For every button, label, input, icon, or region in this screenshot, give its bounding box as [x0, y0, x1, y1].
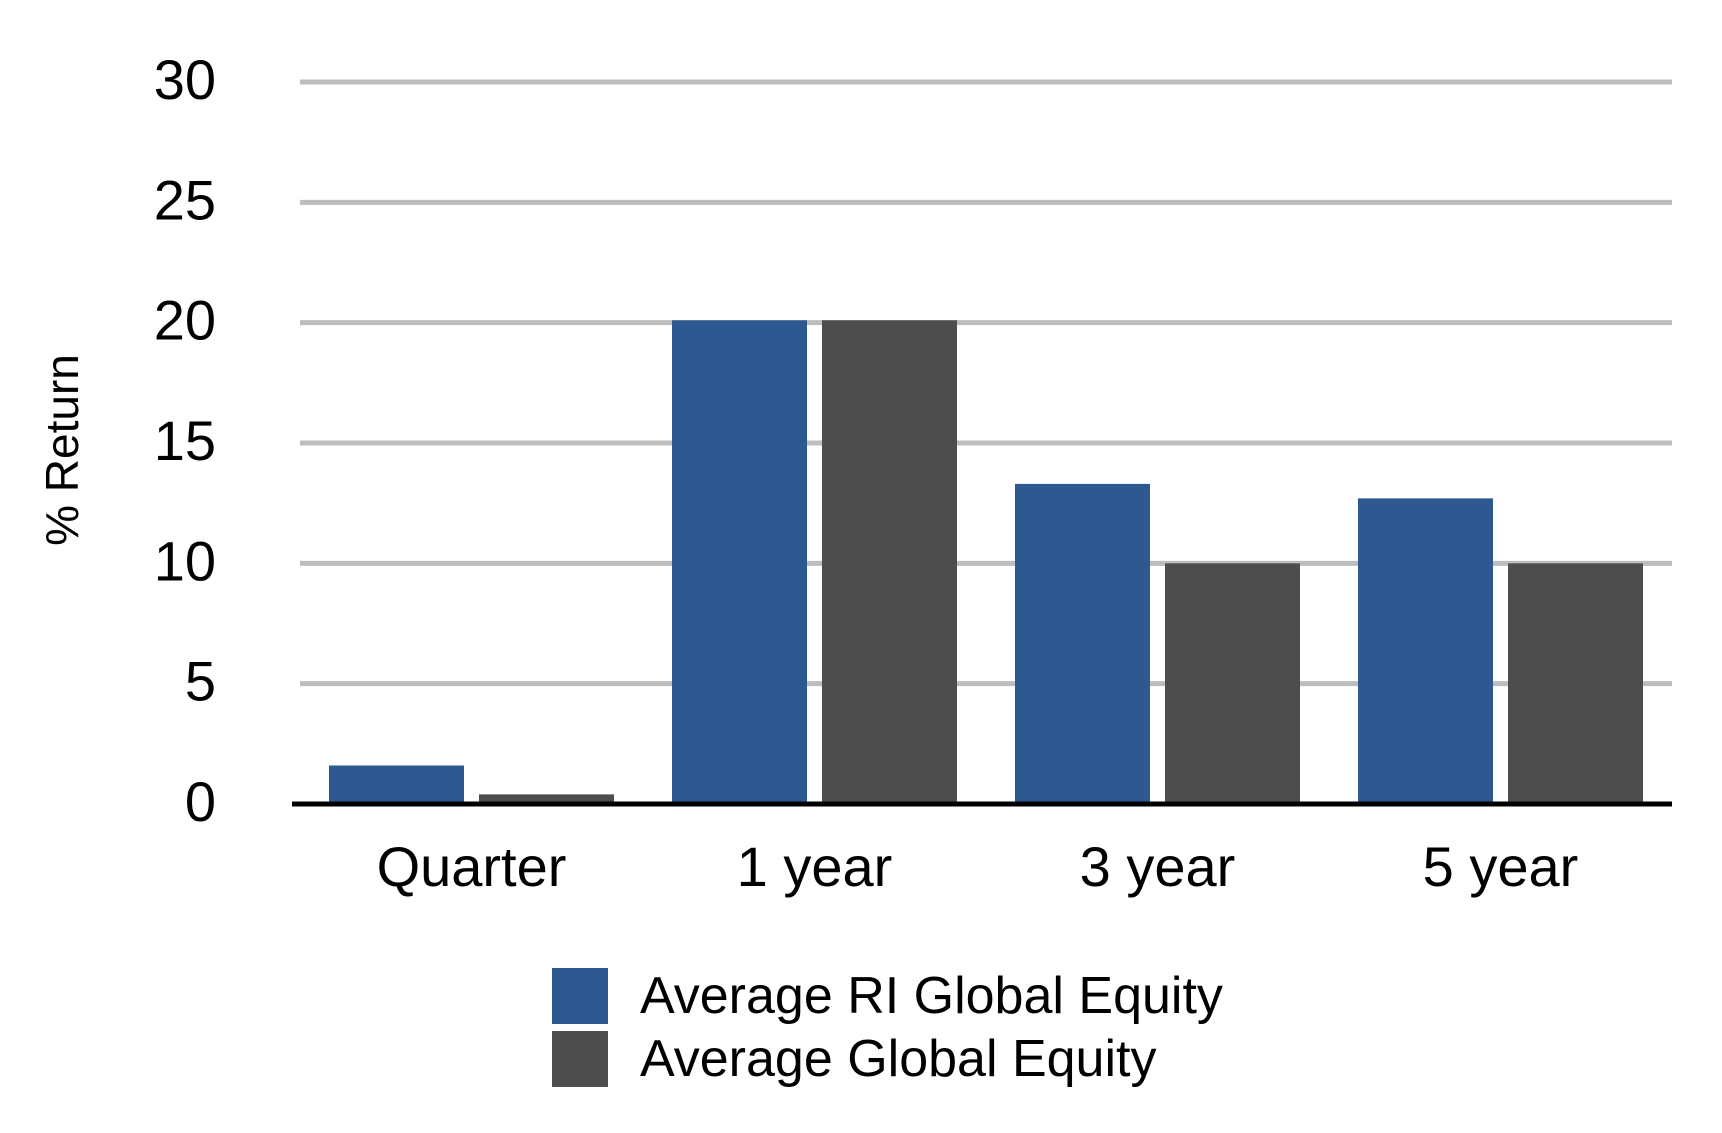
y-tick-label: 5 [185, 650, 216, 713]
y-tick-label: 0 [185, 770, 216, 833]
bar [1358, 498, 1493, 804]
y-tick-label: 15 [154, 409, 216, 472]
axes: 0 5 10 15 20 25 30 Quarter 1 year 3 year 5 year [154, 48, 1672, 898]
x-tick-label: 3 year [1080, 835, 1236, 898]
y-axis-label: % Return [36, 354, 88, 546]
y-tick-label: 20 [154, 289, 216, 352]
bars [329, 320, 1643, 804]
legend-swatch [552, 968, 608, 1024]
bar [822, 320, 957, 804]
legend-swatch [552, 1031, 608, 1087]
y-tick-label: 10 [154, 529, 216, 592]
y-tick-label: 25 [154, 168, 216, 231]
x-tick-label: Quarter [377, 835, 567, 898]
bar [329, 765, 464, 804]
bar [1165, 563, 1300, 804]
legend-label: Average Global Equity [640, 1030, 1156, 1088]
y-tick-label: 30 [154, 48, 216, 111]
bar [1508, 563, 1643, 804]
bar [672, 320, 807, 804]
bar [479, 794, 614, 804]
x-tick-label: 1 year [737, 835, 893, 898]
x-tick-label: 5 year [1423, 835, 1579, 898]
legend-label: Average RI Global Equity [640, 967, 1223, 1025]
bar [1015, 483, 1150, 804]
